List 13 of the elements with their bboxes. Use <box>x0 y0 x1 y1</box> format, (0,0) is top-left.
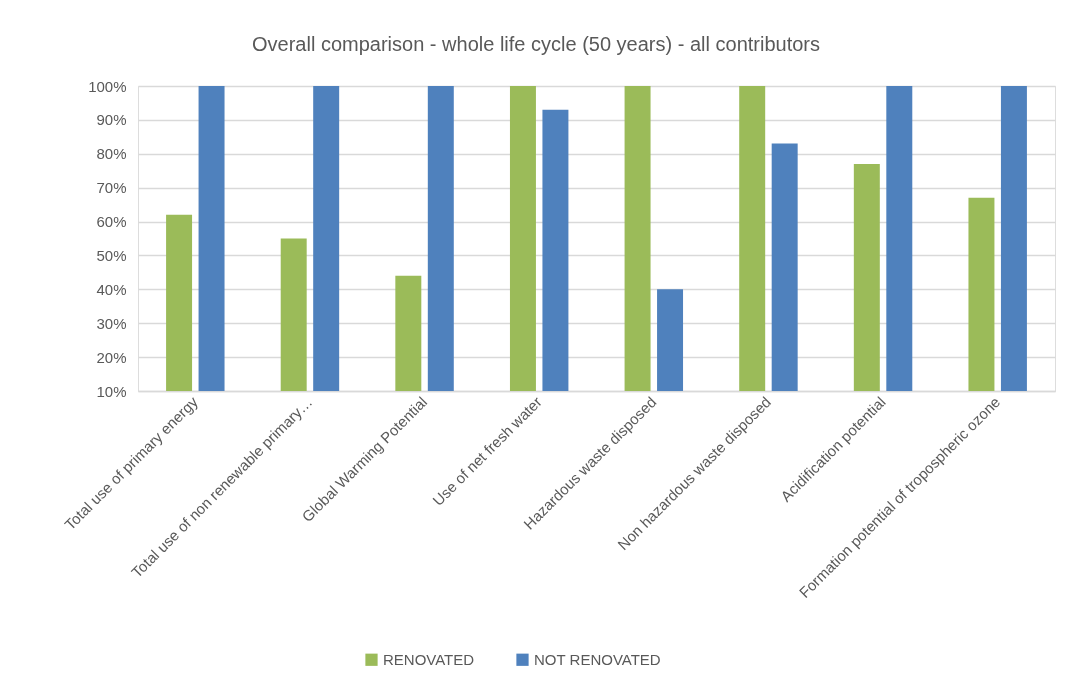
y-tick-label: 50% <box>96 246 127 264</box>
y-tick-label: 70% <box>96 179 127 197</box>
y-tick-label: 40% <box>96 280 127 298</box>
legend-label: RENOVATED <box>383 650 475 668</box>
y-tick-label: 100% <box>88 77 127 95</box>
y-tick-label: 30% <box>96 314 127 332</box>
y-tick-label: 90% <box>96 111 127 129</box>
y-tick-label: 20% <box>96 348 127 366</box>
chart-title: Overall comparison - whole life cycle (50 years) - all contributors <box>252 33 820 55</box>
y-tick-label: 60% <box>96 213 127 231</box>
y-tick-label: 80% <box>96 145 127 163</box>
y-tick-label: 10% <box>96 382 127 400</box>
legend-label: NOT RENOVATED <box>534 650 661 668</box>
